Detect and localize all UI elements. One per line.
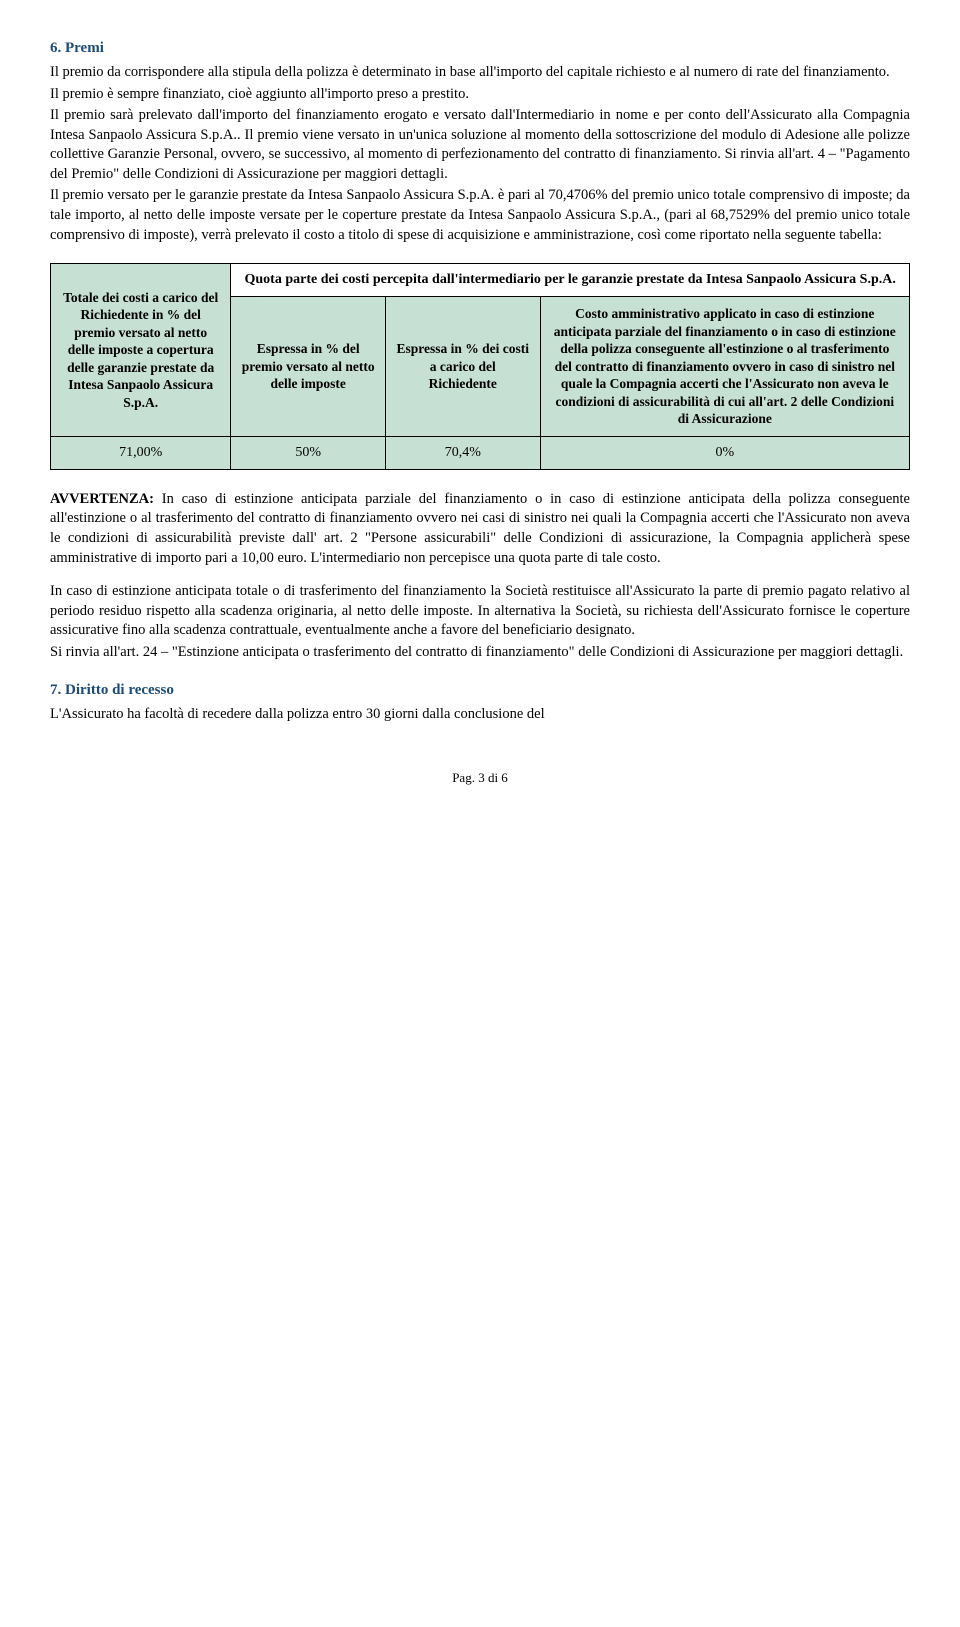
page-footer: Pag. 3 di 6 [50, 770, 910, 786]
costs-table: Totale dei costi a carico del Richiedent… [50, 263, 910, 470]
warning-text: In caso di estinzione anticipata parzial… [50, 491, 910, 566]
warning-block: AVVERTENZA: In caso di estinzione antici… [50, 490, 910, 568]
p6: Si rinvia all'art. 24 – "Estinzione anti… [50, 643, 910, 663]
table-col3-header: Espressa in % dei costi a carico del Ric… [385, 297, 540, 437]
table-col1-header: Totale dei costi a carico del Richiedent… [51, 264, 231, 437]
table-cell-0-0: 71,00% [51, 436, 231, 469]
section-7: 7. Diritto di recesso L'Assicurato ha fa… [50, 682, 910, 725]
section-6-p3: Il premio sarà prelevato dall'importo de… [50, 106, 910, 184]
section-7-title: 7. Diritto di recesso [50, 682, 910, 699]
warning-label: AVVERTENZA: [50, 491, 154, 507]
section-6-p2: Il premio è sempre finanziato, cioè aggi… [50, 85, 910, 105]
table-cell-0-2: 70,4% [385, 436, 540, 469]
p5-block: In caso di estinzione anticipata totale … [50, 582, 910, 662]
table-cell-0-1: 50% [231, 436, 386, 469]
table-col2-header: Espressa in % del premio versato al nett… [231, 297, 386, 437]
table-header-span: Quota parte dei costi percepita dall'int… [231, 264, 910, 297]
section-6: 6. Premi Il premio da corrispondere alla… [50, 40, 910, 245]
table-col4-header: Costo amministrativo applicato in caso d… [540, 297, 909, 437]
table-cell-0-3: 0% [540, 436, 909, 469]
section-6-title: 6. Premi [50, 40, 910, 57]
section-6-p1: Il premio da corrispondere alla stipula … [50, 63, 910, 83]
section-6-p4: Il premio versato per le garanzie presta… [50, 186, 910, 245]
costs-table-wrapper: Totale dei costi a carico del Richiedent… [50, 263, 910, 470]
p5: In caso di estinzione anticipata totale … [50, 582, 910, 641]
section-7-p1: L'Assicurato ha facoltà di recedere dall… [50, 705, 910, 725]
